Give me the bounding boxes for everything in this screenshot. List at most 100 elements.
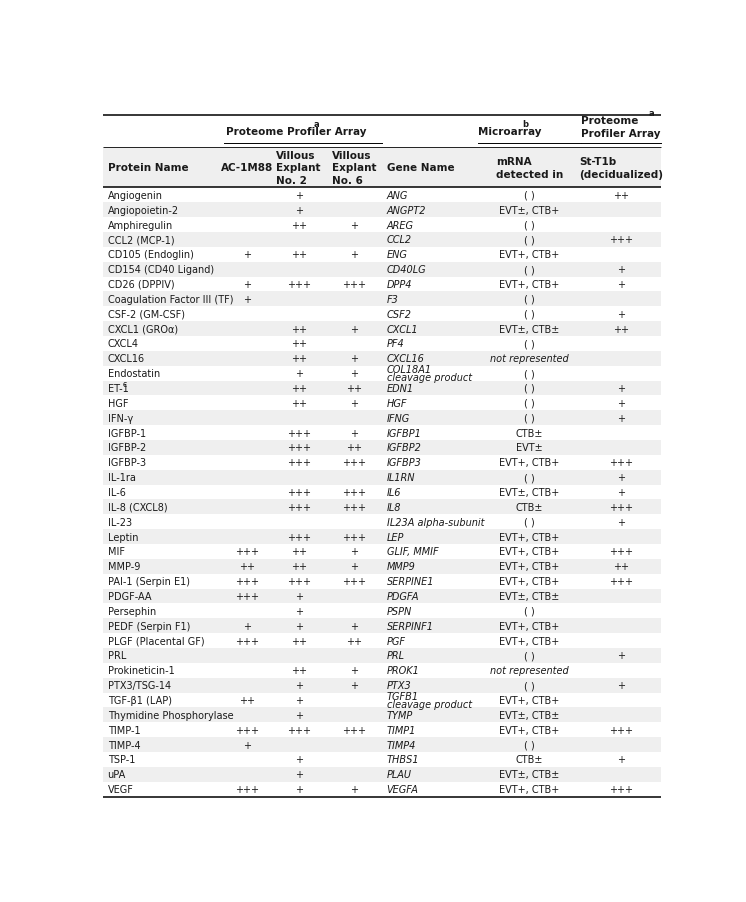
Text: TGFB1: TGFB1 xyxy=(386,691,419,701)
Text: DPP4: DPP4 xyxy=(386,280,412,290)
Text: PEDF (Serpin F1): PEDF (Serpin F1) xyxy=(107,621,190,631)
Text: +: + xyxy=(617,487,625,497)
Bar xyxy=(104,440,661,456)
Text: THBS1: THBS1 xyxy=(386,755,419,765)
Text: ( ): ( ) xyxy=(524,309,535,319)
Bar xyxy=(104,203,661,218)
Text: +: + xyxy=(295,755,303,765)
Text: +: + xyxy=(617,517,625,527)
Text: IFN-γ: IFN-γ xyxy=(107,413,133,423)
Text: PROK1: PROK1 xyxy=(386,666,419,676)
Text: CD105 (Endoglin): CD105 (Endoglin) xyxy=(107,250,193,260)
Text: +++: +++ xyxy=(286,576,310,586)
Bar xyxy=(104,292,661,307)
Text: ( ): ( ) xyxy=(524,339,535,349)
Text: +: + xyxy=(351,354,358,364)
Text: +++: +++ xyxy=(342,457,366,468)
Text: CTB±: CTB± xyxy=(516,502,543,512)
Text: uPA: uPA xyxy=(107,769,126,779)
Text: EVT±, CTB±: EVT±, CTB± xyxy=(500,324,560,335)
Text: +: + xyxy=(351,399,358,409)
Text: CD40LG: CD40LG xyxy=(386,265,426,275)
Text: PLGF (Placental GF): PLGF (Placental GF) xyxy=(107,636,204,646)
Text: PDGFA: PDGFA xyxy=(386,592,419,602)
Text: TGF-β1 (LAP): TGF-β1 (LAP) xyxy=(107,695,172,705)
Text: ++: ++ xyxy=(613,562,629,572)
Bar xyxy=(104,559,661,574)
Text: ANG: ANG xyxy=(386,190,408,200)
Text: +: + xyxy=(617,755,625,765)
Text: +: + xyxy=(617,650,625,660)
Text: +: + xyxy=(295,621,303,631)
Text: +: + xyxy=(617,680,625,690)
Text: ( ): ( ) xyxy=(524,680,535,690)
Text: HGF: HGF xyxy=(107,399,128,409)
Text: ( ): ( ) xyxy=(524,295,535,305)
Text: +++: +++ xyxy=(286,725,310,735)
Text: EVT±, CTB±: EVT±, CTB± xyxy=(500,592,560,602)
Bar xyxy=(104,782,661,796)
Text: IL-6: IL-6 xyxy=(107,487,125,497)
Text: IL-1ra: IL-1ra xyxy=(107,473,136,483)
Text: +: + xyxy=(295,695,303,705)
Bar xyxy=(104,336,661,352)
Text: EVT+, CTB+: EVT+, CTB+ xyxy=(500,621,560,631)
Text: +: + xyxy=(295,190,303,200)
Text: +: + xyxy=(351,428,358,438)
Text: +: + xyxy=(295,369,303,379)
Bar xyxy=(104,589,661,603)
Bar xyxy=(104,678,661,693)
Text: F3: F3 xyxy=(386,295,398,305)
Bar xyxy=(104,752,661,767)
Text: +: + xyxy=(617,383,625,393)
Text: +++: +++ xyxy=(236,547,260,557)
Text: ( ): ( ) xyxy=(524,369,535,379)
Text: IL6: IL6 xyxy=(386,487,401,497)
Text: +: + xyxy=(351,324,358,335)
Text: ++: ++ xyxy=(291,324,307,335)
Text: +: + xyxy=(295,680,303,690)
Text: Endostatin: Endostatin xyxy=(107,369,160,379)
Text: ++: ++ xyxy=(346,636,363,646)
Text: ++: ++ xyxy=(291,220,307,230)
Text: +: + xyxy=(617,309,625,319)
Text: +++: +++ xyxy=(609,235,633,245)
Text: +: + xyxy=(617,265,625,275)
Text: +++: +++ xyxy=(286,428,310,438)
Text: ++: ++ xyxy=(239,562,255,572)
Text: ++: ++ xyxy=(291,636,307,646)
Text: +: + xyxy=(295,710,303,720)
Text: a: a xyxy=(313,120,319,129)
Text: PRL: PRL xyxy=(386,650,404,660)
Text: +: + xyxy=(617,473,625,483)
Text: +++: +++ xyxy=(286,487,310,497)
Text: ++: ++ xyxy=(346,383,363,393)
Text: EVT+, CTB+: EVT+, CTB+ xyxy=(500,784,560,794)
Text: +: + xyxy=(295,206,303,216)
Bar xyxy=(104,426,661,440)
Text: +: + xyxy=(351,621,358,631)
Text: ++: ++ xyxy=(291,562,307,572)
Text: CSF-2 (GM-CSF): CSF-2 (GM-CSF) xyxy=(107,309,184,319)
Text: ( ): ( ) xyxy=(524,413,535,423)
Text: CXCL1 (GROα): CXCL1 (GROα) xyxy=(107,324,178,335)
Text: Protein Name: Protein Name xyxy=(107,163,188,173)
Text: EVT±, CTB+: EVT±, CTB+ xyxy=(500,206,560,216)
Text: EDN1: EDN1 xyxy=(386,383,414,393)
Text: CXCL1: CXCL1 xyxy=(386,324,419,335)
Bar xyxy=(104,693,661,707)
Text: ++: ++ xyxy=(291,547,307,557)
Text: ( ): ( ) xyxy=(524,220,535,230)
Text: +++: +++ xyxy=(236,784,260,794)
Text: EVT+, CTB+: EVT+, CTB+ xyxy=(500,725,560,735)
Text: Thymidine Phosphorylase: Thymidine Phosphorylase xyxy=(107,710,233,720)
Text: CCL2 (MCP-1): CCL2 (MCP-1) xyxy=(107,235,175,245)
Text: HGF: HGF xyxy=(386,399,407,409)
Text: +: + xyxy=(295,784,303,794)
Bar xyxy=(104,322,661,336)
Bar xyxy=(104,707,661,723)
Text: IGFBP-3: IGFBP-3 xyxy=(107,457,145,468)
Text: TIMP1: TIMP1 xyxy=(386,725,416,735)
Text: ( ): ( ) xyxy=(524,235,535,245)
Text: +: + xyxy=(295,769,303,779)
